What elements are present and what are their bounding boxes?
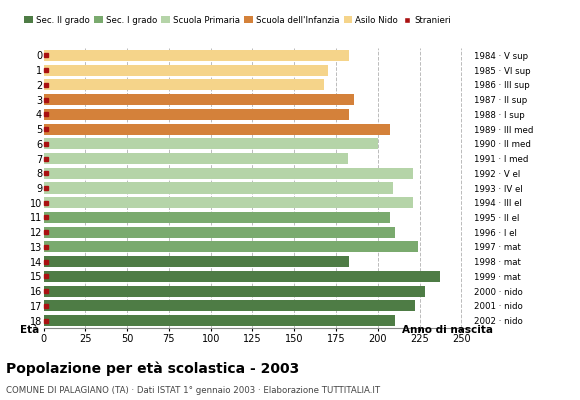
Bar bbox=[44, 79, 324, 90]
Text: COMUNE DI PALAGIANO (TA) · Dati ISTAT 1° gennaio 2003 · Elaborazione TUTTITALIA.: COMUNE DI PALAGIANO (TA) · Dati ISTAT 1°… bbox=[6, 386, 380, 394]
Bar bbox=[44, 315, 394, 326]
Text: Età: Età bbox=[20, 325, 39, 335]
Bar bbox=[44, 124, 390, 134]
Bar bbox=[44, 256, 349, 267]
Bar bbox=[44, 64, 328, 76]
Bar bbox=[44, 197, 413, 208]
Bar bbox=[44, 227, 394, 238]
Legend: Sec. II grado, Sec. I grado, Scuola Primaria, Scuola dell'Infanzia, Asilo Nido, : Sec. II grado, Sec. I grado, Scuola Prim… bbox=[24, 16, 451, 25]
Bar bbox=[44, 212, 390, 223]
Text: Anno di nascita: Anno di nascita bbox=[403, 325, 493, 335]
Bar bbox=[44, 138, 378, 149]
Bar bbox=[44, 242, 418, 252]
Bar bbox=[44, 153, 348, 164]
Bar bbox=[44, 182, 393, 194]
Text: Popolazione per età scolastica - 2003: Popolazione per età scolastica - 2003 bbox=[6, 362, 299, 376]
Bar bbox=[44, 50, 349, 61]
Bar bbox=[44, 94, 354, 105]
Bar bbox=[44, 271, 440, 282]
Bar bbox=[44, 300, 415, 312]
Bar bbox=[44, 168, 413, 179]
Bar bbox=[44, 109, 349, 120]
Bar bbox=[44, 286, 425, 297]
